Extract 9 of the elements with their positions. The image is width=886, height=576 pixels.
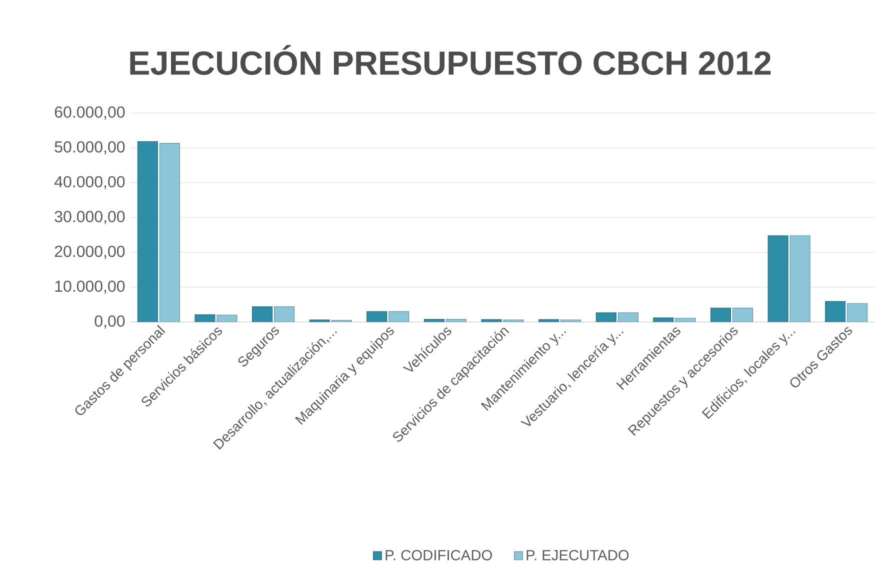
legend-label: P. EJECUTADO — [526, 550, 629, 560]
y-tick-label: 30.000,00 — [54, 210, 125, 224]
legend-label: P. CODIFICADO — [386, 550, 492, 560]
y-tick-label: 40.000,00 — [54, 176, 125, 190]
y-tick-label: 50.000,00 — [54, 141, 125, 154]
chart-title: EJECUCIÓN PRESUPUESTO CBCH 2012 — [130, 45, 771, 75]
y-tick-label: 20.000,00 — [54, 246, 125, 259]
y-tick-label: 10.000,00 — [55, 280, 125, 294]
y-tick-label: 60.000,00 — [54, 106, 125, 120]
